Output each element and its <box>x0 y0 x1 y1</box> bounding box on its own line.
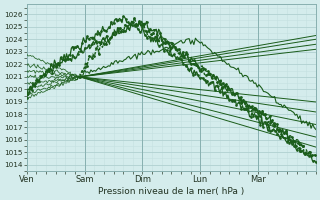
X-axis label: Pression niveau de la mer( hPa ): Pression niveau de la mer( hPa ) <box>98 187 244 196</box>
